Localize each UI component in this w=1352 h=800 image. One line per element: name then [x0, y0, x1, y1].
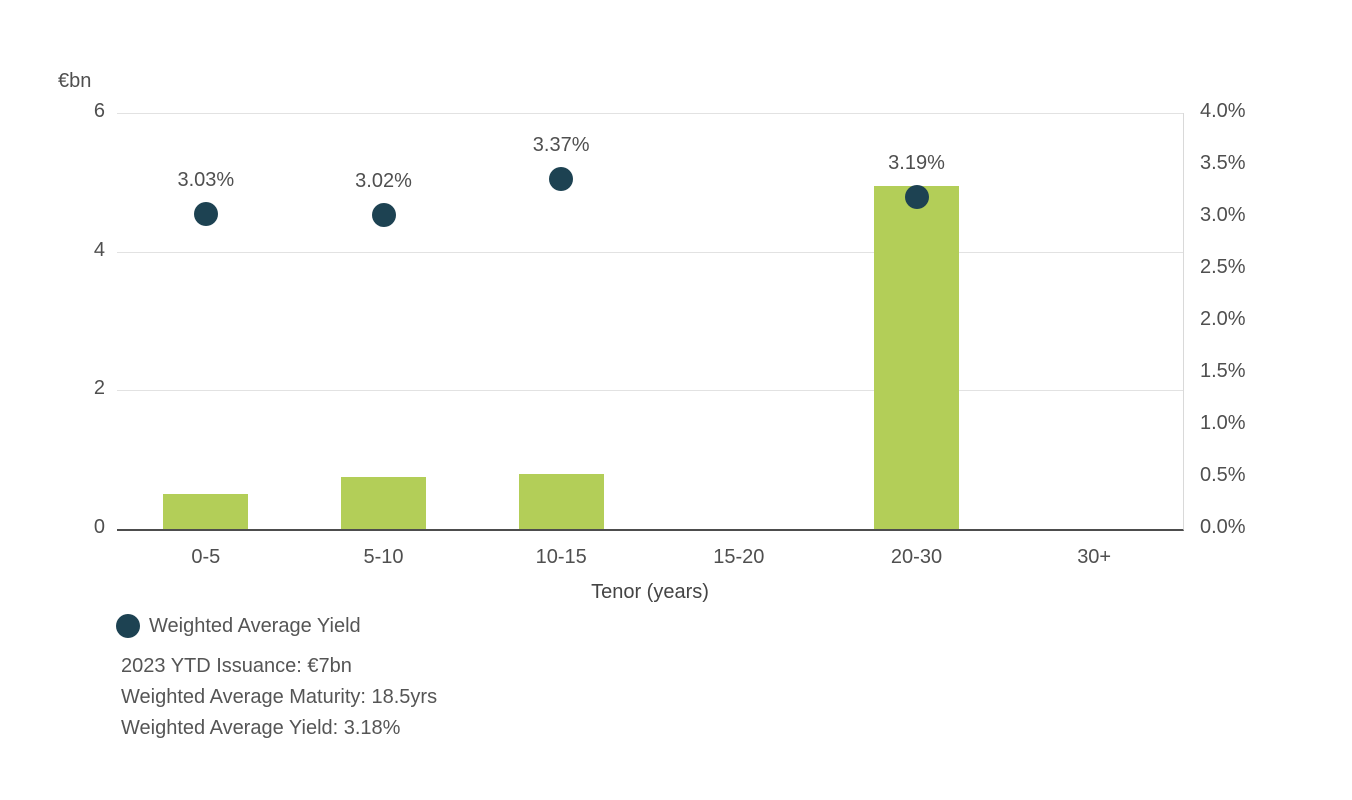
yield-dot-0-5: [193, 201, 218, 226]
legend-label: Weighted Average Yield: [149, 614, 361, 637]
legend: Weighted Average Yield: [116, 614, 361, 638]
right-tick-4.0%: 4.0%: [1200, 100, 1246, 122]
annotation-yield: Weighted Average Yield: 3.18%: [121, 717, 401, 739]
x-tick-30+: 30+: [1077, 546, 1112, 568]
legend-dot-icon: [116, 614, 140, 638]
x-tick-20-30: 20-30: [890, 546, 943, 568]
gridline-4: [117, 251, 1183, 253]
yield-label-20-30: 3.19%: [888, 152, 945, 175]
right-tick-2.0%: 2.0%: [1200, 308, 1246, 330]
x-tick-0-5: 0-5: [191, 546, 221, 568]
yield-dot-5-10: [371, 202, 396, 227]
right-tick-0.0%: 0.0%: [1200, 516, 1246, 538]
right-tick-0.5%: 0.5%: [1200, 464, 1246, 486]
x-axis-title: Tenor (years): [591, 581, 709, 603]
bar-0-5: [163, 494, 249, 529]
left-tick-0: 0: [93, 516, 105, 538]
yield-label-5-10: 3.02%: [355, 169, 412, 192]
x-tick-15-20: 15-20: [713, 546, 765, 568]
annotation-issuance: 2023 YTD Issuance: €7bn: [121, 655, 352, 677]
yield-dot-20-30: [904, 185, 929, 210]
right-tick-2.5%: 2.5%: [1200, 256, 1246, 278]
left-axis-title: €bn: [58, 70, 92, 92]
right-tick-3.5%: 3.5%: [1200, 152, 1246, 174]
x-tick-10-15: 10-15: [535, 546, 587, 568]
gridline-6: [117, 113, 1183, 114]
chart-annotations: 2023 YTD Issuance: €7bn Weighted Average…: [121, 651, 437, 744]
yield-label-10-15: 3.37%: [532, 133, 590, 156]
yield-dot-10-15: [549, 166, 574, 191]
bar-20-30: [874, 185, 959, 529]
yield-label-0-5: 3.03%: [177, 168, 235, 191]
right-tick-3.0%: 3.0%: [1200, 204, 1246, 226]
left-tick-2: 2: [93, 377, 105, 400]
left-tick-6: 6: [93, 100, 105, 122]
bar-5-10: [341, 477, 426, 529]
left-tick-4: 4: [93, 238, 105, 261]
gridline-2: [117, 390, 1183, 392]
right-tick-1.5%: 1.5%: [1200, 360, 1246, 382]
plot-area: 3.03% 3.02% 3.37% 3.19%: [117, 113, 1184, 531]
bar-10-15: [518, 473, 604, 529]
x-tick-5-10: 5-10: [363, 546, 404, 568]
right-tick-1.0%: 1.0%: [1200, 412, 1246, 434]
annotation-maturity: Weighted Average Maturity: 18.5yrs: [121, 686, 438, 708]
